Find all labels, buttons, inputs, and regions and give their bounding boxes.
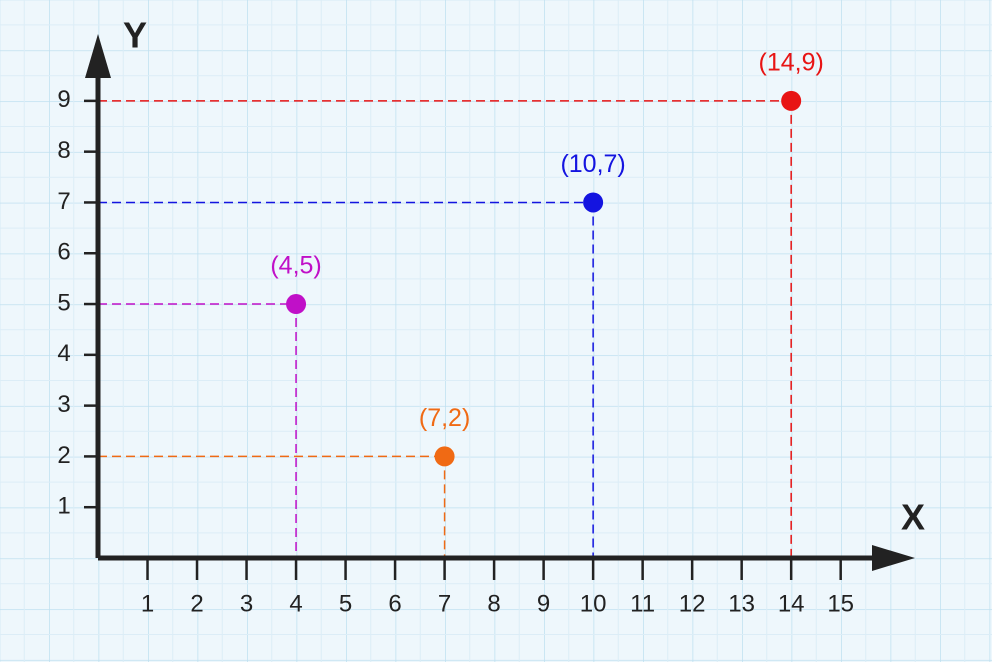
y-tick-label: 2: [57, 442, 70, 469]
x-tick-label: 4: [289, 590, 302, 617]
y-axis-label: Y: [123, 15, 147, 56]
y-tick-label: 4: [57, 340, 70, 367]
point: [286, 294, 307, 315]
x-tick-label: 14: [778, 590, 805, 617]
y-tick-label: 1: [57, 493, 70, 520]
y-tick-label: 9: [57, 86, 70, 113]
x-tick-label: 2: [190, 590, 203, 617]
point-label: (4,5): [270, 252, 321, 280]
x-tick-label: 6: [388, 590, 401, 617]
point: [434, 446, 455, 467]
x-tick-label: 1: [141, 590, 154, 617]
point-label: (7,2): [419, 404, 470, 432]
y-tick-label: 7: [57, 188, 70, 215]
point: [583, 192, 604, 213]
x-tick-label: 3: [240, 590, 253, 617]
point-label: (14,9): [759, 48, 824, 76]
x-tick-label: 8: [487, 590, 500, 617]
y-axis-arrow: [85, 34, 111, 78]
y-tick-label: 8: [57, 137, 70, 164]
x-tick-label: 10: [580, 590, 607, 617]
y-tick-label: 6: [57, 239, 70, 266]
x-tick-label: 15: [827, 590, 854, 617]
x-tick-label: 12: [679, 590, 706, 617]
x-axis-arrow: [872, 545, 915, 571]
point-label: (10,7): [560, 150, 625, 178]
x-tick-label: 5: [339, 590, 352, 617]
y-tick-label: 3: [57, 391, 70, 418]
x-tick-label: 11: [630, 590, 655, 617]
x-tick-label: 7: [438, 590, 451, 617]
x-tick-label: 13: [728, 590, 755, 617]
x-axis-label: X: [901, 497, 925, 538]
point: [781, 90, 802, 111]
x-tick-label: 9: [537, 590, 550, 617]
y-tick-label: 5: [57, 289, 70, 316]
